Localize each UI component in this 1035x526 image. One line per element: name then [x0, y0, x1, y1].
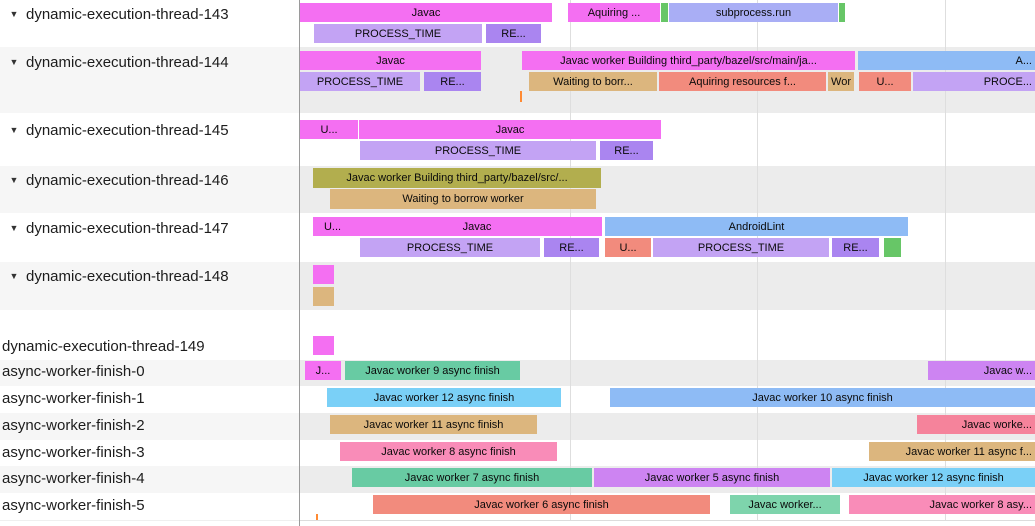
collapse-triangle-icon[interactable]: ▼: [9, 175, 19, 185]
event-bar[interactable]: RE...: [544, 238, 599, 257]
event-bar[interactable]: Javac worker 9 async finish: [345, 361, 520, 380]
track-label-dynamic-execution-thread-149[interactable]: dynamic-execution-thread-149: [0, 336, 298, 356]
instant-marker[interactable]: [520, 91, 522, 102]
collapse-triangle-icon[interactable]: ▼: [9, 125, 19, 135]
track-label-dynamic-execution-thread-148[interactable]: ▼ dynamic-execution-thread-148: [0, 266, 298, 286]
gridline: [757, 0, 758, 520]
collapse-triangle-icon[interactable]: ▼: [9, 223, 19, 233]
track-label-text: async-worker-finish-3: [2, 443, 145, 461]
gridline: [945, 0, 946, 520]
collapse-triangle-icon[interactable]: ▼: [9, 9, 19, 19]
event-bar[interactable]: Javac: [359, 120, 661, 139]
track-label-text: dynamic-execution-thread-148: [26, 267, 229, 285]
gridline: [570, 0, 571, 520]
track-label-text: async-worker-finish-1: [2, 389, 145, 407]
event-bar[interactable]: RE...: [832, 238, 879, 257]
collapse-triangle-icon[interactable]: ▼: [9, 57, 19, 67]
track-label-text: dynamic-execution-thread-144: [26, 53, 229, 71]
event-bar[interactable]: U...: [605, 238, 651, 257]
event-bar[interactable]: [839, 3, 845, 22]
track-band: [0, 520, 1035, 526]
event-bar[interactable]: Waiting to borrow worker: [330, 189, 596, 209]
event-bar[interactable]: PROCESS_TIME: [360, 141, 596, 160]
track-label-text: async-worker-finish-4: [2, 469, 145, 487]
event-bar[interactable]: Javac worker 8 async finish: [340, 442, 557, 461]
track-label-async-worker-finish-3[interactable]: async-worker-finish-3: [0, 442, 298, 462]
event-bar[interactable]: Javac worker 12 async finish: [832, 468, 1035, 487]
track-label-dynamic-execution-thread-147[interactable]: ▼ dynamic-execution-thread-147: [0, 218, 298, 238]
track-label-dynamic-execution-thread-145[interactable]: ▼ dynamic-execution-thread-145: [0, 120, 298, 140]
track-label-text: async-worker-finish-0: [2, 362, 145, 380]
event-bar[interactable]: RE...: [486, 24, 541, 43]
track-label-async-worker-finish-5[interactable]: async-worker-finish-5: [0, 495, 298, 515]
event-bar[interactable]: [661, 3, 668, 22]
track-label-dynamic-execution-thread-144[interactable]: ▼ dynamic-execution-thread-144: [0, 52, 298, 72]
event-bar[interactable]: subprocess.run: [669, 3, 838, 22]
track-label-text: async-worker-finish-2: [2, 416, 145, 434]
track-label-async-worker-finish-1[interactable]: async-worker-finish-1: [0, 388, 298, 408]
event-bar[interactable]: U...: [313, 217, 352, 236]
event-bar[interactable]: [313, 287, 334, 306]
event-bar[interactable]: PROCESS_TIME: [314, 24, 482, 43]
track-label-text: dynamic-execution-thread-147: [26, 219, 229, 237]
track-label-async-worker-finish-2[interactable]: async-worker-finish-2: [0, 415, 298, 435]
event-bar[interactable]: Javac w...: [928, 361, 1035, 380]
track-label-text: dynamic-execution-thread-145: [26, 121, 229, 139]
timeline-bottom-rule: [0, 520, 1035, 521]
event-bar[interactable]: RE...: [600, 141, 653, 160]
event-bar[interactable]: Javac worker 11 async finish: [330, 415, 537, 434]
event-bar[interactable]: Javac worker Building third_party/bazel/…: [313, 168, 601, 188]
collapse-triangle-icon[interactable]: ▼: [9, 271, 19, 281]
event-bar[interactable]: U...: [300, 120, 358, 139]
event-bar[interactable]: Javac worker 5 async finish: [594, 468, 830, 487]
event-bar[interactable]: AndroidLint: [605, 217, 908, 236]
track-label-sidebar: ▼ dynamic-execution-thread-143 ▼ dynamic-ex…: [0, 0, 300, 526]
event-bar[interactable]: U...: [859, 72, 911, 91]
event-bar[interactable]: Javac worker 11 async f...: [869, 442, 1035, 461]
event-bar[interactable]: PROCE...: [913, 72, 1035, 91]
event-bar[interactable]: [884, 238, 901, 257]
event-bar[interactable]: Javac worker 12 async finish: [327, 388, 561, 407]
event-bar[interactable]: Javac: [300, 3, 552, 22]
event-bar[interactable]: Javac worker Building third_party/bazel/…: [522, 51, 855, 70]
track-label-dynamic-execution-thread-143[interactable]: ▼ dynamic-execution-thread-143: [0, 4, 298, 24]
event-bar[interactable]: [313, 265, 334, 284]
track-label-text: dynamic-execution-thread-143: [26, 5, 229, 23]
event-bar[interactable]: PROCESS_TIME: [360, 238, 540, 257]
event-bar[interactable]: PROCESS_TIME: [653, 238, 829, 257]
track-label-text: dynamic-execution-thread-149: [2, 337, 205, 355]
event-bar[interactable]: PROCESS_TIME: [300, 72, 420, 91]
event-bar[interactable]: Aquiring resources f...: [659, 72, 826, 91]
track-label-dynamic-execution-thread-146[interactable]: ▼ dynamic-execution-thread-146: [0, 170, 298, 190]
event-bar[interactable]: Waiting to borr...: [529, 72, 657, 91]
event-bar[interactable]: J...: [305, 361, 341, 380]
event-bar[interactable]: A...: [858, 51, 1035, 70]
event-bar[interactable]: [313, 336, 334, 355]
instant-marker[interactable]: [316, 514, 318, 521]
event-bar[interactable]: Javac worker 8 asy...: [849, 495, 1035, 514]
track-label-async-worker-finish-0[interactable]: async-worker-finish-0: [0, 361, 298, 381]
event-bar[interactable]: Javac worker...: [730, 495, 840, 514]
track-label-text: async-worker-finish-5: [2, 496, 145, 514]
event-bar[interactable]: Javac worke...: [917, 415, 1035, 434]
track-label-text: dynamic-execution-thread-146: [26, 171, 229, 189]
event-bar[interactable]: RE...: [424, 72, 481, 91]
event-bar[interactable]: Javac: [300, 51, 481, 70]
event-bar[interactable]: Javac worker 10 async finish: [610, 388, 1035, 407]
event-bar[interactable]: Aquiring ...: [568, 3, 660, 22]
event-bar[interactable]: Javac worker 7 async finish: [352, 468, 592, 487]
event-bar[interactable]: Wor: [828, 72, 854, 91]
event-bar[interactable]: Javac: [352, 217, 602, 236]
event-bar[interactable]: Javac worker 6 async finish: [373, 495, 710, 514]
track-label-async-worker-finish-4[interactable]: async-worker-finish-4: [0, 468, 298, 488]
